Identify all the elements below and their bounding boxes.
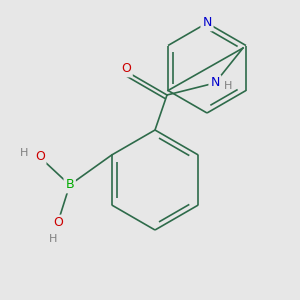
Text: N: N [210, 76, 220, 89]
Text: O: O [35, 151, 45, 164]
Text: N: N [202, 16, 212, 29]
Text: H: H [49, 234, 57, 244]
Text: H: H [224, 81, 232, 91]
Text: H: H [20, 148, 28, 158]
Text: B: B [65, 178, 74, 191]
Text: O: O [53, 217, 63, 230]
Text: O: O [121, 62, 131, 76]
